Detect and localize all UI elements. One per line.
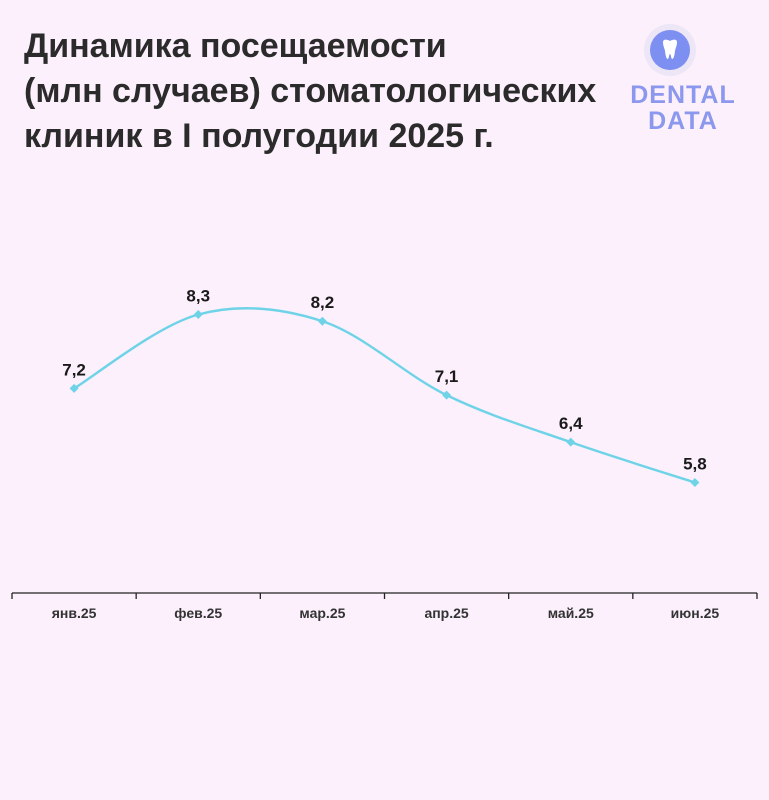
data-label: 8,3 (186, 287, 210, 306)
data-label: 6,4 (559, 414, 583, 433)
x-tick-label: янв.25 (52, 605, 97, 621)
x-tick-label: фев.25 (174, 605, 222, 621)
data-point-marker (317, 316, 327, 326)
logo-text: DENTAL DATA (620, 82, 746, 134)
data-label: 8,2 (311, 293, 335, 312)
x-tick-label: май.25 (548, 605, 594, 621)
data-label: 7,1 (435, 367, 459, 386)
logo-text-dental: DENTAL (630, 81, 736, 109)
tooth-icon (663, 39, 677, 59)
title-line-2: (млн случаев) стоматологических (24, 72, 597, 110)
x-tick-label: июн.25 (671, 605, 720, 621)
data-label: 5,8 (683, 455, 707, 474)
x-tick-label: мар.25 (299, 605, 345, 621)
data-point-marker (193, 310, 203, 319)
dental-data-logo: DENTAL DATA (620, 22, 750, 142)
title-line-3: клиник в I полугодии 2025 г. (24, 117, 494, 155)
data-point-marker (69, 383, 79, 393)
data-point-marker (442, 390, 452, 400)
chart-title: Динамика посещаемости (млн случаев) стом… (24, 24, 624, 159)
data-label: 7,2 (62, 360, 86, 379)
series-line (72, 306, 697, 484)
title-line-1: Динамика посещаемости (24, 27, 447, 65)
logo-badge (644, 24, 696, 76)
x-tick-label: апр.25 (424, 605, 468, 621)
data-point-marker (690, 478, 700, 487)
logo-text-data: DATA (648, 107, 718, 135)
data-point-marker (566, 437, 576, 447)
